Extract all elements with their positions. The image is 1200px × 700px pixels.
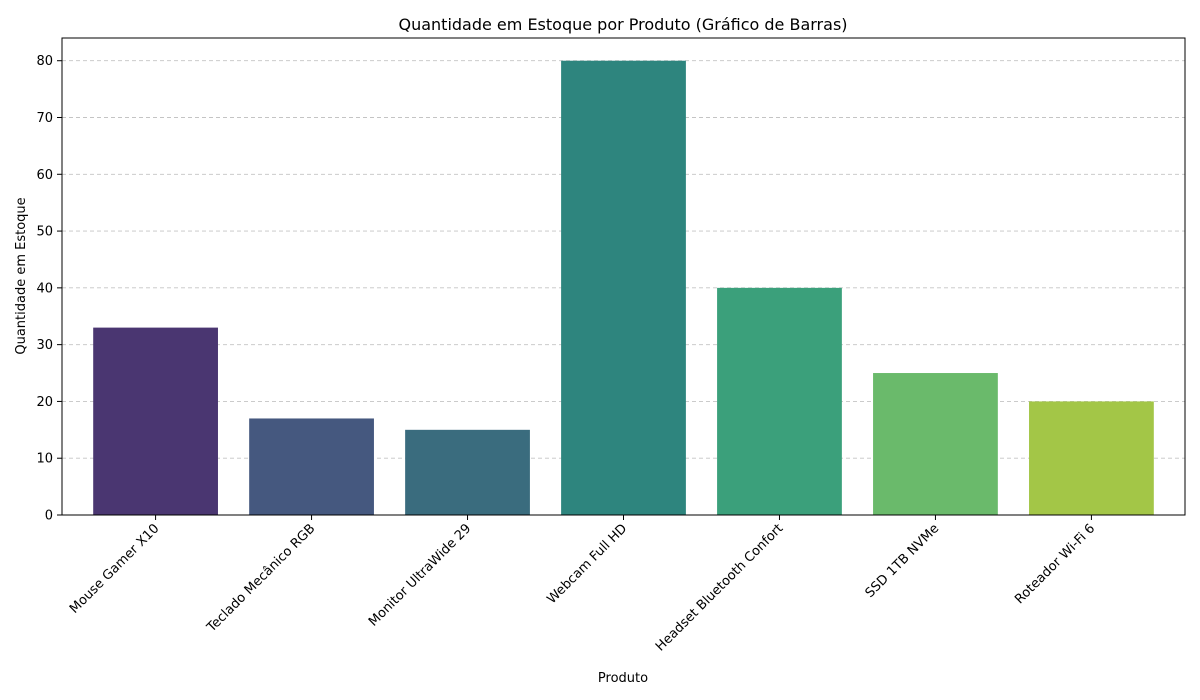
bar <box>405 429 530 515</box>
bars <box>93 60 1154 515</box>
x-tick-label: Monitor UltraWide 29 <box>366 521 474 629</box>
bar <box>717 287 842 515</box>
y-tick-label: 10 <box>36 452 53 467</box>
y-tick-label: 80 <box>36 54 53 69</box>
y-tick-label: 40 <box>36 281 53 296</box>
x-tick-label: Teclado Mecânico RGB <box>204 521 319 636</box>
y-axis-title: Quantidade em Estoque <box>14 197 29 354</box>
y-tick-label: 70 <box>36 111 53 126</box>
x-tick-label: Mouse Gamer X10 <box>67 521 162 616</box>
x-axis-title: Produto <box>598 671 648 686</box>
x-axis: Mouse Gamer X10 Teclado Mecânico RGB Monit… <box>67 515 1098 655</box>
y-axis: 0 10 20 30 40 50 60 70 80 <box>36 54 62 524</box>
x-tick-label: Headset Bluetooth Confort <box>653 521 786 654</box>
y-tick-label: 20 <box>36 395 53 410</box>
bar <box>561 60 686 515</box>
y-tick-label: 0 <box>45 509 53 524</box>
y-tick-label: 60 <box>36 168 53 183</box>
bar <box>873 373 998 515</box>
x-tick-label: Roteador Wi-Fi 6 <box>1012 521 1098 607</box>
x-tick-label: SSD 1TB NVMe <box>863 521 943 601</box>
bar <box>93 327 218 515</box>
x-tick-label: Webcam Full HD <box>544 521 630 607</box>
chart-title: Quantidade em Estoque por Produto (Gráfi… <box>398 15 847 34</box>
bar <box>1029 401 1154 515</box>
y-tick-label: 50 <box>36 225 53 240</box>
bar <box>249 418 374 515</box>
y-tick-label: 30 <box>36 338 53 353</box>
